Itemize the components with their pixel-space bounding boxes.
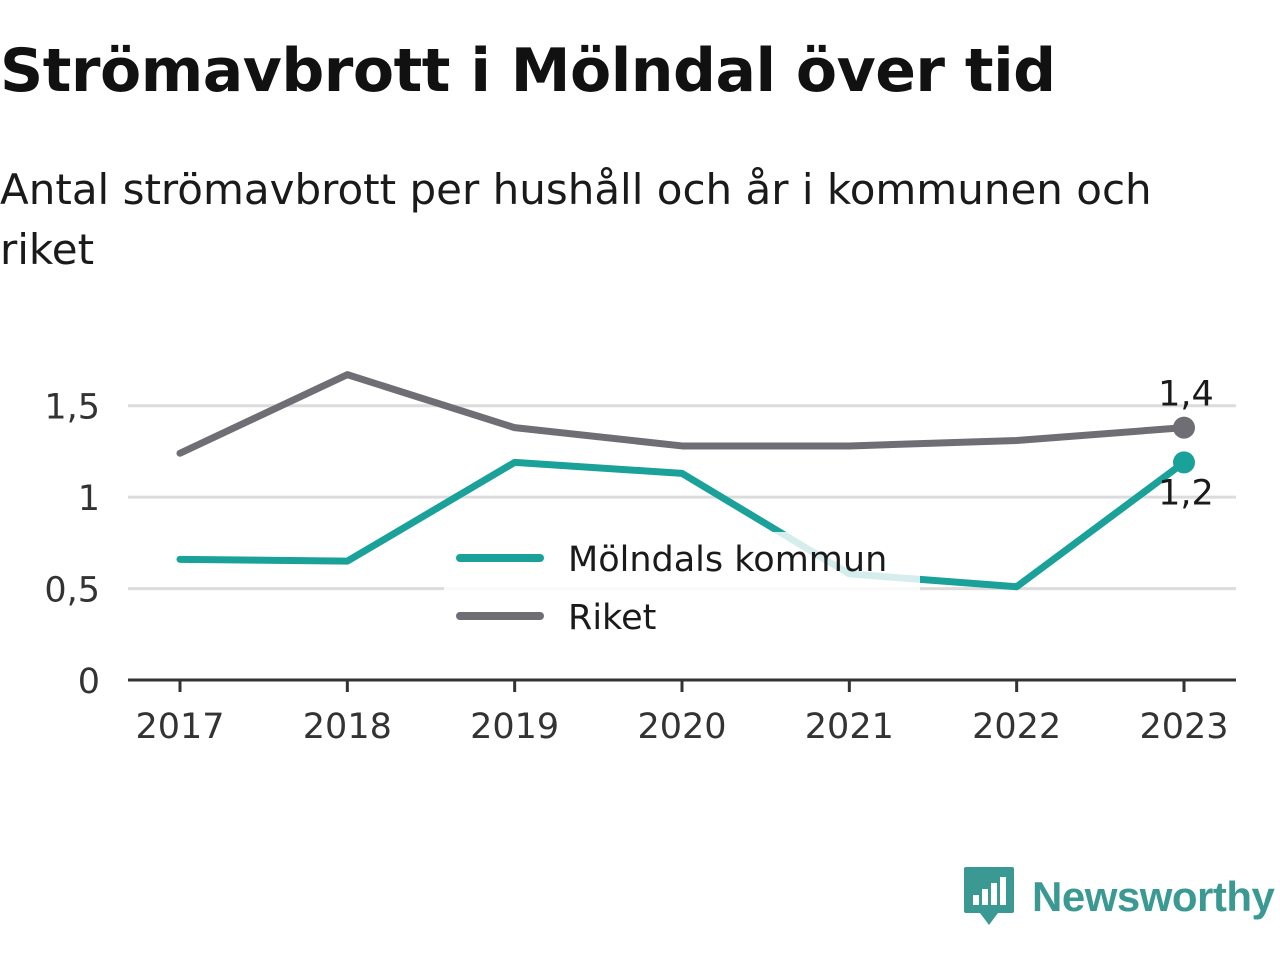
end-labels: 1,2 1,4 — [1158, 375, 1214, 514]
x-tick-label: 2019 — [470, 707, 559, 747]
y-axis-ticks: 0 0,5 1 1,5 — [44, 388, 100, 702]
chart-title: Strömavbrott i Mölndal över tid — [0, 36, 1056, 106]
x-tick-label: 2021 — [805, 707, 894, 747]
y-tick-label: 1,5 — [44, 388, 100, 428]
y-tick-label: 0,5 — [44, 571, 100, 611]
x-tick-label: 2018 — [303, 707, 392, 747]
legend-label: Mölndals kommun — [568, 540, 887, 580]
x-tick-label: 2020 — [637, 707, 726, 747]
x-axis: 2017 2018 2019 2020 2021 2022 2023 — [128, 678, 1236, 747]
legend-background — [444, 532, 920, 640]
end-value-label: 1,2 — [1158, 473, 1214, 513]
end-point — [1173, 416, 1195, 439]
x-tick-label: 2023 — [1139, 707, 1228, 747]
newsworthy-bar-chart-icon — [964, 867, 1014, 925]
legend-label: Riket — [568, 598, 656, 638]
end-point — [1173, 451, 1195, 474]
series-lines — [176, 371, 1188, 591]
brand: Newsworthy — [962, 862, 1275, 932]
y-tick-label: 0 — [78, 662, 100, 702]
chart-subtitle: Antal strömavbrott per hushåll och år i … — [0, 165, 1152, 274]
x-tick-label: 2017 — [135, 707, 224, 747]
end-value-label: 1,4 — [1158, 375, 1214, 415]
x-tick-label: 2022 — [972, 707, 1061, 747]
legend: Mölndals kommun Riket — [444, 532, 920, 640]
series-line — [176, 458, 1188, 591]
series-line — [176, 371, 1188, 457]
brand-name: Newsworthy — [1032, 873, 1275, 920]
y-tick-label: 1 — [78, 479, 100, 519]
